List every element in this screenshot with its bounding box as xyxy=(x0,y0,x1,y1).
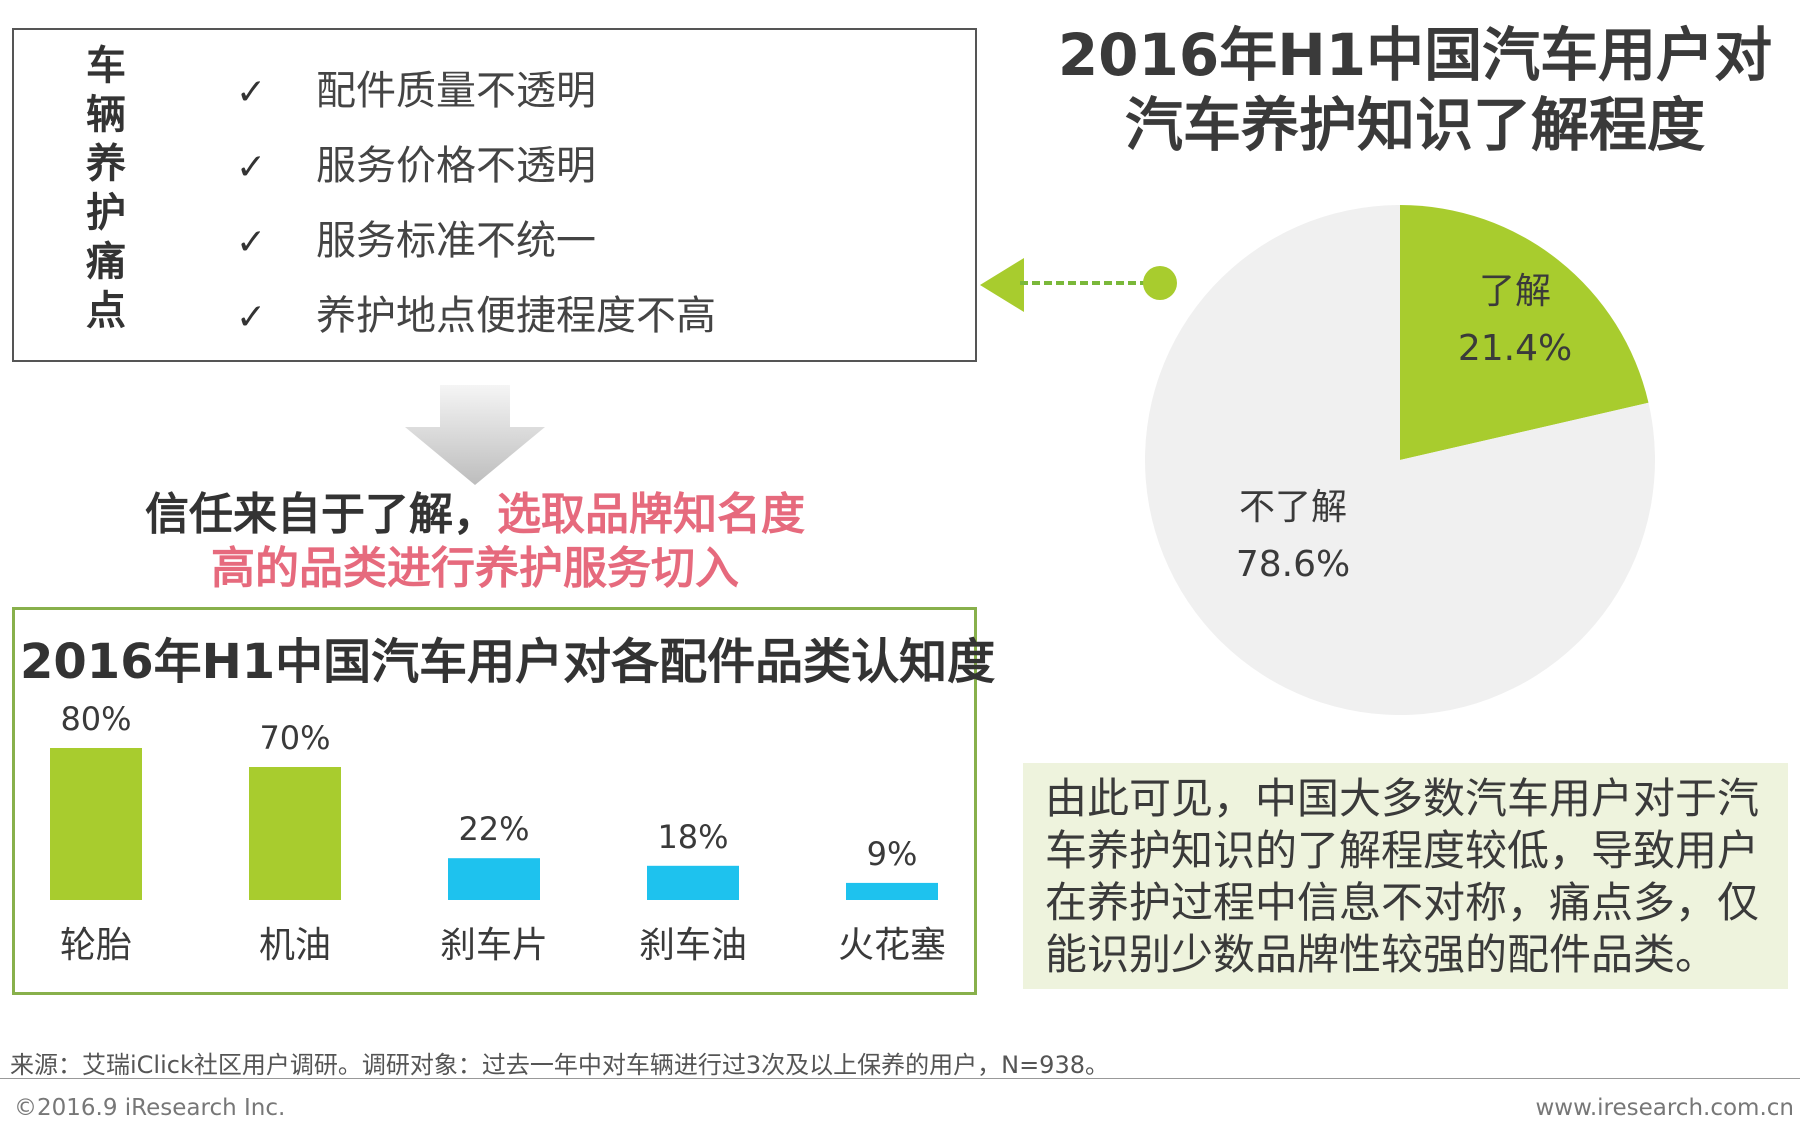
connector-dot xyxy=(1143,266,1177,300)
bar-category-label: 刹车片 xyxy=(440,925,548,966)
trust-text-dark: 信任来自于了解， xyxy=(145,489,497,540)
trust-line-1: 信任来自于了解，选取品牌知名度 xyxy=(60,488,890,542)
pie-chart-title: 2016年H1中国汽车用户对 汽车养护知识了解程度 xyxy=(1030,20,1800,160)
source-note: 来源：艾瑞iClick社区用户调研。调研对象：过去一年中对车辆进行过3次及以上保… xyxy=(10,1051,1109,1079)
bar-category-label: 刹车油 xyxy=(639,925,747,966)
pain-point-text: 服务标准不统一 xyxy=(316,218,596,264)
check-icon: ✓ xyxy=(236,297,267,338)
copyright: ©2016.9 iResearch Inc. xyxy=(14,1095,286,1121)
bar-轮胎 xyxy=(50,748,142,900)
pain-point-text: 服务价格不透明 xyxy=(316,143,596,189)
pain-title-char: 车 xyxy=(86,43,126,89)
pain-title-char: 辆 xyxy=(86,92,126,138)
left-arrow-icon xyxy=(980,258,1024,312)
down-arrow-icon xyxy=(405,385,545,485)
pie-title-line: 2016年H1中国汽车用户对 xyxy=(1057,21,1773,89)
bar-chart-title: 2016年H1中国汽车用户对各配件品类认知度 xyxy=(20,634,996,690)
pain-points-vertical-title: 车 辆 养 护 痛 点 xyxy=(72,42,140,336)
pie-slice-unaware xyxy=(1145,205,1655,715)
pie-label-unaware: 不了解 78.6% xyxy=(1228,478,1358,585)
pain-title-char: 养 xyxy=(86,141,126,187)
bar-chart-box xyxy=(12,607,977,995)
pain-point-text: 养护地点便捷程度不高 xyxy=(316,293,716,339)
check-icon: ✓ xyxy=(236,147,267,188)
bar-category-label: 火花塞 xyxy=(838,925,946,966)
bar-value-label: 80% xyxy=(60,700,131,738)
bar-value-label: 9% xyxy=(867,835,918,873)
bar-value-label: 70% xyxy=(259,719,330,757)
bar-value-label: 18% xyxy=(657,818,728,856)
bar-火花塞 xyxy=(846,882,938,900)
pie-slice-value: 78.6% xyxy=(1235,544,1351,585)
bar-value-label: 22% xyxy=(458,810,529,848)
pain-point-item: ✓ 配件质量不透明 xyxy=(236,58,596,116)
bar-刹车片 xyxy=(448,858,540,900)
trust-text-red: 选取品牌知名度 xyxy=(497,489,805,540)
pain-point-item: ✓ 服务价格不透明 xyxy=(236,133,596,191)
trust-line-2: 高的品类进行养护服务切入 xyxy=(211,543,739,594)
trust-statement: 信任来自于了解，选取品牌知名度 高的品类进行养护服务切入 xyxy=(60,488,890,596)
bar-chart: 80% 轮胎 70% 机油 22% 刹车片 18% 刹车油 9% 火花塞 xyxy=(50,700,946,966)
pain-point-item: ✓ 服务标准不统一 xyxy=(236,208,596,266)
pain-title-char: 护 xyxy=(86,190,126,236)
bar-机油 xyxy=(249,767,341,900)
bar-刹车油 xyxy=(647,865,739,900)
website-url: www.iresearch.com.cn xyxy=(1535,1095,1795,1121)
pain-point-text: 配件质量不透明 xyxy=(316,68,596,114)
pain-point-item: ✓ 养护地点便捷程度不高 xyxy=(236,283,716,341)
pie-chart xyxy=(1145,205,1655,715)
conclusion-text: 由此可见，中国大多数汽车用户对于汽车养护知识的了解程度较低，导致用户在养护过程中… xyxy=(1023,763,1788,989)
pain-title-char: 点 xyxy=(86,288,126,334)
footer-divider xyxy=(0,1078,1800,1079)
check-icon: ✓ xyxy=(236,72,267,113)
pain-title-char: 痛 xyxy=(86,239,126,285)
dashed-connector xyxy=(1020,281,1160,285)
bar-category-label: 轮胎 xyxy=(60,925,132,966)
pie-slice-label: 了解 xyxy=(1478,271,1551,312)
pie-title-line: 汽车养护知识了解程度 xyxy=(1124,91,1705,159)
pie-label-aware: 了解 21.4% xyxy=(1455,262,1575,369)
pie-slice-aware xyxy=(1400,205,1649,460)
pie-slice-label: 不了解 xyxy=(1238,487,1347,528)
pain-points-box xyxy=(12,28,977,362)
check-icon: ✓ xyxy=(236,222,267,263)
bar-category-label: 机油 xyxy=(259,925,331,966)
pie-slice-value: 21.4% xyxy=(1457,328,1573,369)
